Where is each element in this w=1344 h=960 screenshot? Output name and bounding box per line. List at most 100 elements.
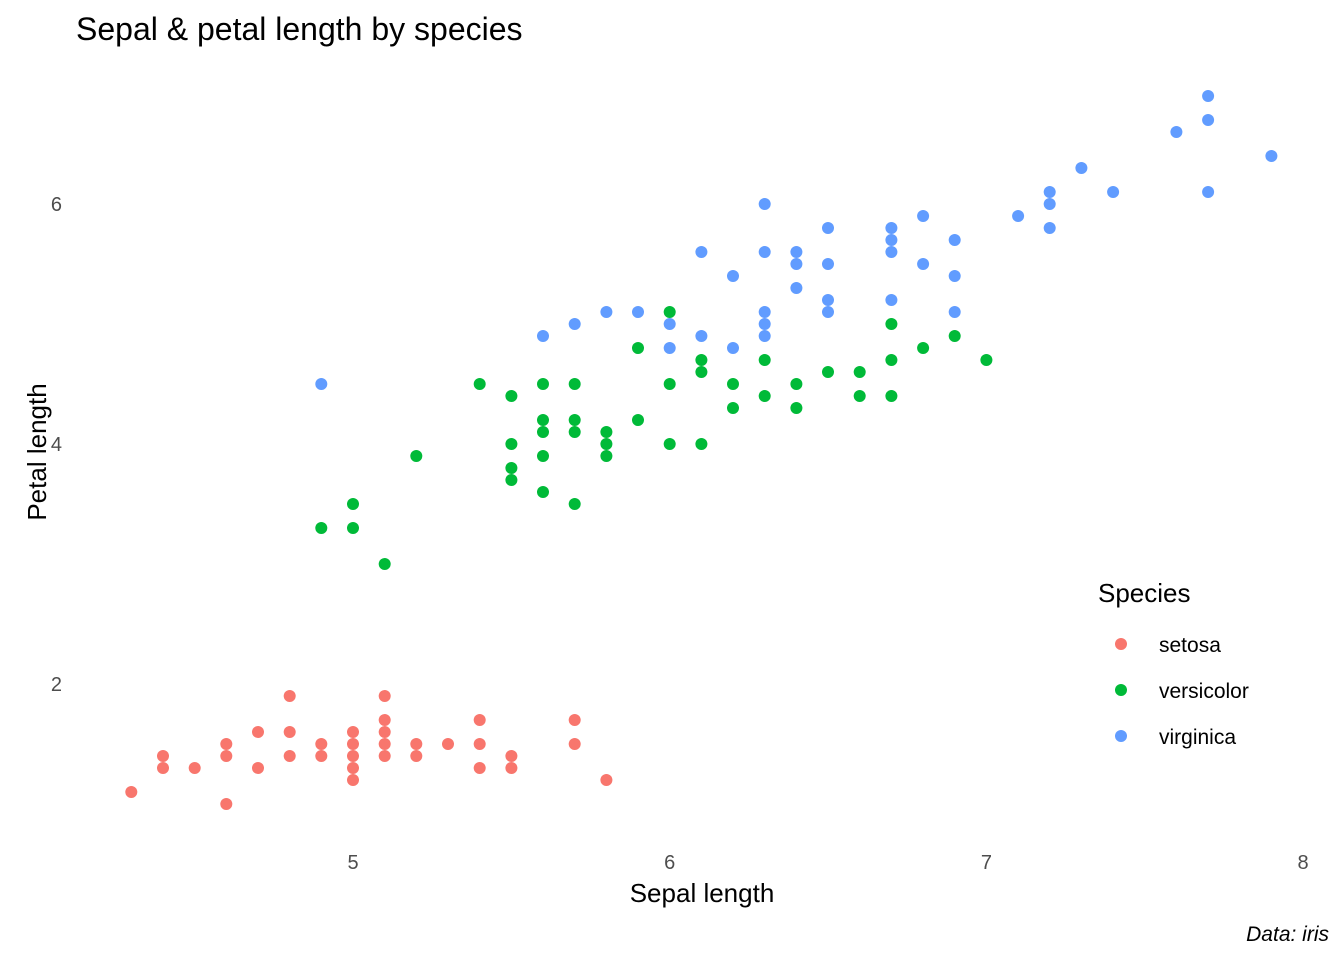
data-point	[695, 438, 708, 450]
data-point	[822, 294, 834, 306]
data-point	[1202, 90, 1215, 102]
y-tick-label: 6	[51, 194, 62, 216]
data-point	[758, 330, 771, 342]
data-point	[948, 234, 961, 246]
data-point	[252, 726, 264, 738]
data-point	[663, 438, 676, 450]
data-point	[378, 690, 391, 702]
data-point	[220, 738, 233, 750]
data-point	[885, 318, 898, 330]
data-point	[758, 354, 771, 366]
data-point	[1043, 222, 1056, 234]
data-point	[822, 306, 834, 318]
data-point	[917, 258, 930, 270]
data-point	[885, 390, 898, 402]
data-point	[378, 558, 391, 570]
data-point	[1170, 126, 1183, 138]
data-point	[822, 258, 834, 270]
data-point	[505, 390, 518, 402]
legend-key-versicolor	[1115, 684, 1127, 696]
data-point	[727, 342, 739, 354]
data-point	[1075, 162, 1088, 174]
data-point	[632, 342, 644, 354]
data-point	[853, 366, 866, 378]
x-tick-label: 7	[981, 852, 992, 874]
data-point	[505, 474, 518, 486]
data-point	[220, 750, 233, 762]
data-point	[473, 378, 486, 390]
data-point	[885, 354, 898, 366]
data-point	[695, 366, 708, 378]
data-point	[822, 222, 834, 234]
data-point	[917, 210, 930, 222]
data-point	[727, 270, 739, 282]
data-point	[917, 342, 930, 354]
legend-key-setosa	[1115, 638, 1127, 650]
data-point	[568, 498, 581, 510]
data-point	[505, 750, 518, 762]
data-point	[473, 738, 486, 750]
x-tick-label: 8	[1298, 852, 1309, 874]
data-point	[568, 414, 581, 426]
data-point	[347, 522, 359, 534]
data-point	[790, 282, 803, 294]
chart-caption: Data: iris	[1246, 923, 1329, 946]
data-point	[188, 762, 201, 774]
data-point	[378, 714, 391, 726]
data-point	[822, 366, 834, 378]
data-point	[315, 750, 328, 762]
data-point	[125, 786, 138, 798]
data-point	[505, 462, 518, 474]
legend-label-virginica: virginica	[1159, 726, 1236, 749]
data-point	[885, 294, 898, 306]
data-point	[568, 714, 581, 726]
data-point	[283, 690, 296, 702]
data-point	[410, 750, 423, 762]
data-point	[252, 762, 264, 774]
data-point	[632, 414, 644, 426]
data-point	[790, 402, 803, 414]
data-point	[283, 726, 296, 738]
data-point	[220, 798, 233, 810]
data-point	[1265, 150, 1278, 162]
data-point	[948, 270, 961, 282]
data-point	[600, 306, 613, 318]
data-point	[1043, 186, 1056, 198]
data-point	[157, 750, 169, 762]
x-tick-label: 6	[664, 852, 675, 874]
data-point	[600, 774, 613, 786]
y-tick-label: 4	[51, 434, 62, 456]
data-point	[568, 318, 581, 330]
x-axis-ticks: 5 6 7 8	[347, 852, 1308, 874]
data-point	[315, 522, 328, 534]
data-point	[378, 738, 391, 750]
x-axis-title: Sepal length	[630, 878, 775, 908]
data-point	[600, 438, 613, 450]
data-point	[473, 714, 486, 726]
data-point	[537, 486, 549, 498]
series-virginica	[315, 90, 1278, 390]
data-point	[1107, 186, 1120, 198]
data-point	[347, 498, 359, 510]
data-point	[758, 390, 771, 402]
data-point	[885, 246, 898, 258]
data-point	[758, 318, 771, 330]
data-point	[600, 426, 613, 438]
data-point	[347, 774, 359, 786]
data-point	[948, 330, 961, 342]
data-point	[347, 738, 359, 750]
data-point	[600, 450, 613, 462]
data-point	[157, 762, 169, 774]
data-point	[695, 330, 708, 342]
data-point	[568, 426, 581, 438]
data-point	[347, 750, 359, 762]
data-point	[948, 306, 961, 318]
x-tick-label: 5	[347, 852, 358, 874]
data-point	[537, 426, 549, 438]
data-point	[505, 438, 518, 450]
data-point	[885, 234, 898, 246]
data-point	[410, 450, 423, 462]
data-point	[347, 726, 359, 738]
y-tick-label: 2	[51, 674, 62, 696]
